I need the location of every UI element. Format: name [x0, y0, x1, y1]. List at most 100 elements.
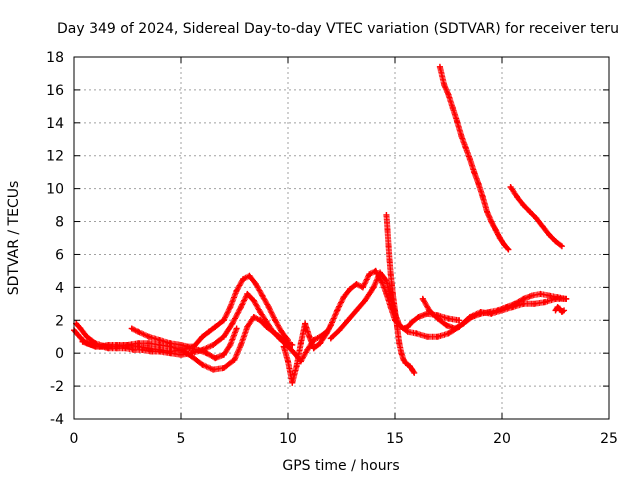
data-point [156, 337, 163, 344]
data-point [310, 345, 317, 352]
data-point [340, 294, 347, 301]
data-point [212, 323, 219, 330]
data-point [552, 238, 559, 245]
series-sat-i [436, 63, 512, 253]
data-point [285, 358, 291, 365]
y-tick-label: 12 [46, 149, 64, 165]
data-point [479, 193, 486, 200]
x-tick-label: 5 [177, 431, 186, 447]
data-point [278, 328, 285, 335]
data-point [477, 310, 484, 317]
data-point [237, 304, 244, 311]
data-point [220, 333, 227, 340]
data-point [505, 246, 512, 253]
data-point [344, 317, 351, 324]
data-point [220, 351, 227, 358]
data-point [302, 320, 309, 327]
data-point [537, 290, 544, 297]
data-point [424, 310, 431, 317]
data-point [496, 235, 503, 241]
data-point [124, 341, 131, 348]
data-point [135, 328, 142, 335]
data-point [409, 366, 416, 373]
data-point [546, 231, 553, 238]
data-point [511, 300, 518, 307]
data-point [526, 208, 533, 215]
data-point [83, 333, 90, 340]
data-point [199, 361, 206, 368]
data-point [327, 335, 334, 342]
grid [74, 57, 609, 419]
data-point [195, 346, 202, 353]
data-point [441, 81, 448, 88]
data-point [456, 317, 463, 324]
data-point [244, 323, 251, 330]
data-point [475, 180, 482, 187]
data-point [520, 202, 527, 209]
data-point [520, 295, 527, 302]
data-point [77, 325, 84, 332]
data-point [398, 350, 405, 357]
data-point [353, 281, 360, 288]
data-point [293, 363, 300, 370]
data-point [460, 320, 467, 327]
data-point [323, 330, 330, 337]
plot-area [71, 63, 570, 386]
data-point [484, 208, 491, 215]
data-point [327, 322, 334, 329]
data-point [188, 353, 195, 360]
x-tick-label: 20 [493, 431, 511, 447]
data-point [334, 307, 341, 314]
y-tick-label: -4 [50, 412, 64, 428]
data-point [304, 346, 311, 353]
data-point [445, 330, 452, 337]
data-point [259, 292, 266, 299]
data-point [370, 284, 377, 291]
data-point [359, 284, 366, 291]
data-point [210, 366, 217, 373]
x-tick-label: 0 [70, 431, 79, 447]
data-point [220, 364, 227, 371]
data-point [486, 309, 493, 316]
data-point [419, 295, 426, 302]
data-point [229, 320, 236, 327]
data-point [246, 272, 253, 279]
data-point [231, 356, 238, 363]
data-point [257, 309, 264, 316]
y-tick-label: 2 [55, 313, 64, 329]
data-point [233, 287, 240, 294]
data-point [443, 322, 450, 329]
data-point [372, 267, 379, 274]
data-point [513, 193, 520, 200]
data-point [128, 325, 135, 332]
data-point [366, 271, 373, 278]
data-point [265, 304, 272, 311]
data-point [413, 330, 420, 337]
data-point [199, 333, 206, 340]
data-point [145, 345, 152, 352]
data-point [434, 333, 441, 340]
series-sat-k [552, 304, 568, 316]
data-point [186, 345, 193, 352]
y-tick-label: 16 [46, 83, 64, 99]
data-point [388, 281, 395, 288]
y-tick-label: 6 [55, 247, 64, 263]
data-point [167, 340, 174, 347]
y-tick-label: 8 [55, 215, 64, 231]
data-point [79, 338, 86, 345]
data-point [396, 340, 403, 347]
data-point [469, 313, 476, 320]
x-tick-label: 10 [279, 431, 297, 447]
data-point [377, 269, 384, 276]
plot-frame [73, 56, 610, 420]
data-point [533, 215, 540, 222]
data-point [257, 317, 264, 324]
data-point [384, 226, 391, 233]
data-point [306, 333, 313, 340]
data-point [501, 241, 508, 248]
data-point [404, 323, 411, 330]
data-point [415, 313, 422, 320]
y-tick-label: 4 [55, 280, 64, 296]
data-point [250, 313, 257, 320]
